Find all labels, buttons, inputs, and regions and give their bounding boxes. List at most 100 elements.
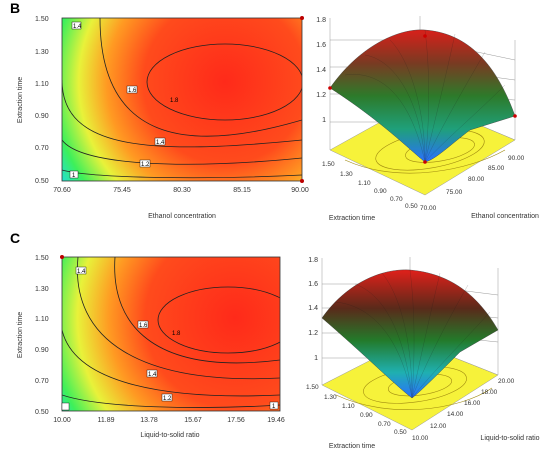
y-tick-c-2: 0.90 bbox=[35, 347, 49, 354]
y-axis-label-b: Extraction time bbox=[17, 77, 24, 123]
z-tick-b-1: 1.2 bbox=[316, 92, 326, 99]
z-tick-b-4: 1.8 bbox=[316, 17, 326, 24]
panel-letter-c: C bbox=[10, 230, 21, 246]
x-tick-b-1: 75.45 bbox=[113, 187, 131, 194]
y-tick-c-0: 0.50 bbox=[35, 409, 49, 416]
surface-point-b-4 bbox=[423, 160, 427, 164]
z-tick-c-0: 1 bbox=[314, 355, 318, 362]
surface-x-tick-c-1: 1.30 bbox=[324, 394, 337, 401]
surface-plot-c: 1 1.2 1.4 1.6 1.8 1.50 1.30 1.10 0.90 0.… bbox=[306, 257, 540, 450]
contour-field-c bbox=[62, 257, 280, 411]
contour-line-c-12 bbox=[62, 329, 280, 397]
surface-x-tick-c-2: 1.10 bbox=[342, 403, 355, 410]
surface-y-tick-c-3: 16.00 bbox=[464, 400, 481, 407]
surface-point-b-3 bbox=[513, 114, 517, 118]
design-point-c-1 bbox=[60, 255, 64, 259]
y-tick-b-2: 0.90 bbox=[35, 113, 49, 120]
contour-label-b-3: 1.2 bbox=[141, 162, 150, 168]
contour-label-b-2: 1.4 bbox=[156, 140, 165, 146]
contour-line-c-1 bbox=[62, 394, 280, 408]
contour-label-c-2: 1.4 bbox=[148, 372, 157, 378]
surface-y-tick-c-4: 18.00 bbox=[481, 389, 498, 396]
x-tick-c-4: 17.56 bbox=[227, 417, 245, 424]
surface-y-ticks-c: 10.00 12.00 14.00 16.00 18.00 20.00 bbox=[412, 378, 515, 442]
surface-y-label-c: Liquid-to-solid ratio bbox=[480, 435, 539, 442]
response-surface-c bbox=[321, 269, 499, 399]
y-axis-label-c: Extraction time bbox=[17, 312, 24, 358]
y-tick-b-4: 1.30 bbox=[35, 49, 49, 56]
y-tick-c-4: 1.30 bbox=[35, 286, 49, 293]
contour-line-c-18 bbox=[157, 286, 280, 354]
surface-y-tick-b-2: 80.00 bbox=[468, 176, 485, 183]
contour-label-c-3: 1.2 bbox=[163, 396, 172, 402]
surface-x-tick-c-5: 0.50 bbox=[394, 429, 407, 436]
surface-x-tick-c-4: 0.70 bbox=[378, 421, 391, 428]
contour-label-b-0: 1.4 bbox=[73, 24, 82, 30]
surface-y-tick-c-5: 20.00 bbox=[498, 378, 515, 385]
surface-x-tick-b-3: 0.90 bbox=[374, 188, 387, 195]
contour-line-c-16 bbox=[114, 257, 280, 364]
surface-x-tick-b-5: 0.50 bbox=[405, 203, 418, 210]
contour-center-b: 1.8 bbox=[170, 98, 179, 104]
x-tick-c-0: 10.00 bbox=[53, 417, 71, 424]
x-tick-c-2: 13.78 bbox=[140, 417, 158, 424]
contour-line-b-14 bbox=[62, 79, 302, 148]
x-tick-b-3: 85.15 bbox=[233, 187, 251, 194]
x-ticks-c: 10.00 11.89 13.78 15.67 17.56 19.46 bbox=[53, 417, 285, 424]
contour-plot-b: 1.4 1.6 1.8 1.4 1.2 1 0.50 0.70 0.90 1.1… bbox=[17, 16, 309, 220]
surface-x-tick-c-0: 1.50 bbox=[306, 384, 319, 391]
surface-point-b-2 bbox=[423, 34, 427, 38]
contour-label-c-4: 1 bbox=[272, 404, 276, 410]
surface-y-tick-b-4: 90.00 bbox=[508, 155, 525, 162]
surface-y-tick-c-2: 14.00 bbox=[447, 411, 464, 418]
surface-x-ticks-b: 1.50 1.30 1.10 0.90 0.70 0.50 bbox=[322, 161, 418, 210]
z-tick-b-0: 1 bbox=[322, 117, 326, 124]
surface-x-label-c: Extraction time bbox=[329, 443, 375, 450]
surface-y-tick-b-3: 85.00 bbox=[488, 165, 505, 172]
x-axis-label-c: Liquid-to-solid ratio bbox=[140, 432, 199, 439]
surface-plot-b: 1 1.2 1.4 1.6 1.8 1.50 1.30 1.10 0.90 0.… bbox=[316, 16, 539, 222]
contour-frame-b bbox=[61, 17, 303, 182]
surface-y-tick-c-1: 12.00 bbox=[430, 423, 447, 430]
z-tick-c-4: 1.8 bbox=[308, 257, 318, 264]
y-tick-b-0: 0.50 bbox=[35, 178, 49, 185]
z-tick-b-3: 1.6 bbox=[316, 42, 326, 49]
y-tick-b-1: 0.70 bbox=[35, 145, 49, 152]
x-tick-b-0: 70.60 bbox=[53, 187, 71, 194]
z-tick-c-1: 1.2 bbox=[308, 330, 318, 337]
contour-field-b bbox=[62, 18, 302, 181]
surface-y-ticks-b: 70.00 75.00 80.00 85.00 90.00 bbox=[420, 155, 525, 212]
surface-x-label-b: Extraction time bbox=[329, 215, 375, 222]
surface-x-tick-b-2: 1.10 bbox=[358, 180, 371, 187]
z-tick-c-3: 1.6 bbox=[308, 281, 318, 288]
contour-label-b-4: 1 bbox=[72, 173, 76, 179]
x-ticks-b: 70.60 75.45 80.30 85.15 90.00 bbox=[53, 187, 309, 194]
z-tick-b-2: 1.4 bbox=[316, 67, 326, 74]
y-ticks-b: 0.50 0.70 0.90 1.10 1.30 1.50 bbox=[35, 16, 49, 185]
x-tick-c-1: 11.89 bbox=[98, 417, 115, 424]
surface-x-tick-b-4: 0.70 bbox=[390, 196, 403, 203]
contour-line-b-18 bbox=[146, 43, 302, 121]
contour-label-c-0: 1.4 bbox=[77, 269, 86, 275]
y-tick-b-5: 1.50 bbox=[35, 16, 49, 23]
y-tick-c-3: 1.10 bbox=[35, 316, 49, 323]
design-point-b-1 bbox=[300, 16, 304, 20]
z-ticks-b: 1 1.2 1.4 1.6 1.8 bbox=[316, 17, 326, 124]
z-tick-c-2: 1.4 bbox=[308, 305, 318, 312]
y-tick-c-5: 1.50 bbox=[35, 255, 49, 262]
response-surface-b bbox=[329, 29, 516, 163]
x-tick-b-2: 80.30 bbox=[173, 187, 191, 194]
contour-labels-c: 1.4 1.6 1.8 1.4 1.2 1 bbox=[61, 266, 279, 411]
surface-y-tick-c-0: 10.00 bbox=[412, 435, 429, 442]
contour-frame-c bbox=[61, 256, 281, 412]
contour-label-b-1: 1.6 bbox=[128, 88, 137, 94]
contour-line-b-16 bbox=[99, 18, 302, 137]
x-tick-c-3: 15.67 bbox=[184, 417, 202, 424]
surface-x-tick-b-0: 1.50 bbox=[322, 161, 335, 168]
surface-point-b-1 bbox=[328, 86, 332, 90]
y-ticks-c: 0.50 0.70 0.90 1.10 1.30 1.50 bbox=[35, 255, 49, 416]
contour-center-c: 1.8 bbox=[172, 331, 181, 337]
surface-y-label-b: Ethanol concentration bbox=[471, 213, 539, 220]
contour-label-c-1: 1.6 bbox=[139, 323, 148, 329]
z-ticks-c: 1 1.2 1.4 1.6 1.8 bbox=[308, 257, 318, 362]
